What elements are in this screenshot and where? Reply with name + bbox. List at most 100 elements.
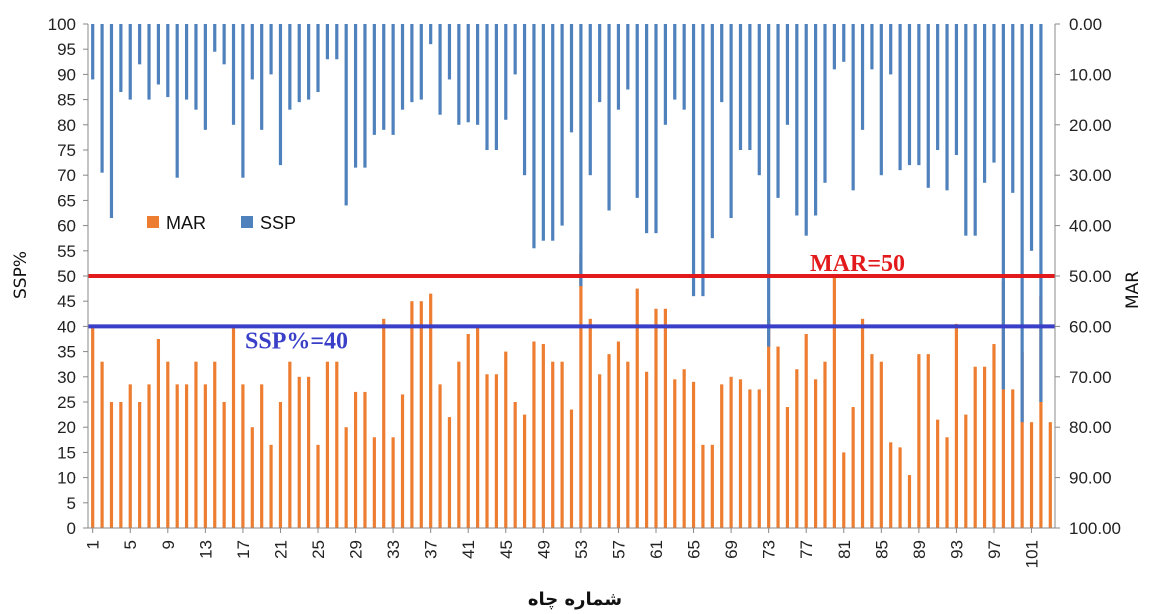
ssp-bar (1039, 24, 1043, 402)
ssp-bar (231, 24, 236, 125)
y-left-tick-label: 0 (67, 519, 76, 538)
ssp-bar (400, 24, 405, 110)
mar-bar (607, 354, 611, 528)
mar-bar (363, 391, 367, 528)
mar-bar (767, 318, 771, 528)
ssp-bar (645, 24, 649, 234)
mar-bar (982, 366, 987, 528)
mar-bar (616, 341, 621, 528)
ssp-bar (1020, 24, 1024, 423)
mar-bar (945, 437, 949, 528)
y-right-tick-label: 40.00 (1069, 217, 1112, 236)
ssp-bar (860, 24, 865, 130)
mar-bar (757, 389, 761, 528)
y-left-tick-label: 70 (57, 166, 76, 185)
mar-bar (673, 379, 677, 528)
x-tick-label: 17 (234, 540, 253, 559)
ssp-bar (1029, 24, 1034, 251)
ssp-bar (297, 24, 301, 103)
mar-bar (382, 318, 386, 528)
ssp-bar (982, 24, 987, 183)
x-tick-label: 85 (872, 540, 891, 559)
y-right-tick-label: 10.00 (1069, 65, 1112, 84)
reference-lines: MAR=50 SSP%=40 (88, 251, 1055, 354)
mar-bar (748, 389, 752, 528)
x-tick-label: 9 (159, 540, 178, 549)
mar-bar (419, 301, 423, 528)
ssp-bar (513, 24, 517, 75)
ssp-bar (325, 24, 330, 60)
mar-bar (1020, 351, 1024, 528)
ssp-bar (851, 24, 855, 191)
mar-bar (476, 326, 480, 528)
ssp-bar (936, 24, 940, 150)
y-right-tick-label: 60.00 (1069, 317, 1112, 336)
mar-bar (889, 442, 893, 528)
ssp-bar (429, 24, 433, 45)
ssp-bar (363, 24, 367, 168)
legend-label-mar: MAR (166, 213, 206, 233)
ssp-bar (241, 24, 245, 178)
ssp-bar (494, 24, 498, 150)
ssp-bar (551, 24, 555, 241)
y-left-tick-label: 100 (48, 15, 76, 34)
mar-bar (626, 361, 630, 528)
mar-bar (91, 326, 95, 528)
mar-bar (738, 379, 743, 528)
mar-bar (964, 414, 968, 528)
ssp-bar (626, 24, 630, 90)
mar-bar (907, 475, 912, 528)
ssp-bar (560, 24, 564, 226)
mar-bar (353, 391, 358, 528)
ssp-bar (128, 24, 132, 100)
mar-bar (269, 444, 273, 528)
y-left-tick-label: 95 (57, 40, 76, 59)
legend[interactable]: MAR SSP (147, 213, 296, 233)
ssp-bar (410, 24, 414, 103)
y-right-tick-label: 50.00 (1069, 267, 1112, 286)
mar-bar (147, 384, 151, 528)
ssp-bar (138, 24, 142, 65)
ssp-bar (691, 24, 696, 297)
ssp-bar (344, 24, 348, 206)
ssp-bar (964, 24, 968, 236)
ssp-bar (222, 24, 226, 65)
y-left-tick-label: 50 (57, 267, 76, 286)
mar-bar (213, 361, 217, 528)
mar-bar (691, 381, 696, 528)
ssp-bar (973, 24, 977, 236)
mar-bar (551, 361, 555, 528)
mar-bar (682, 369, 686, 528)
ssp-bar (522, 24, 527, 176)
mar-bar (429, 293, 433, 528)
ssp-bar (738, 24, 743, 150)
legend-label-ssp: SSP (260, 213, 296, 233)
ssp-bar (147, 24, 151, 100)
y-right-tick-label: 90.00 (1069, 469, 1112, 488)
ssp-bar (382, 24, 386, 130)
ssp-bar (673, 24, 677, 100)
mar-bar (372, 437, 376, 528)
ssp-bar (541, 24, 545, 241)
mar-bar (278, 402, 283, 528)
ssp-bar (907, 24, 912, 166)
y-left-axis-title: SSP% (11, 251, 31, 299)
ssp-bar (992, 24, 996, 163)
y-left-tick-label: 10 (57, 469, 76, 488)
x-tick-label: 65 (685, 540, 704, 559)
y-left-tick-label: 55 (57, 242, 76, 261)
mar-bar (588, 318, 592, 528)
y-right-axis-title: MAR (1123, 271, 1143, 309)
ssp-bar (954, 24, 959, 156)
y-left-tick-label: 5 (67, 494, 76, 513)
y-right-tick-label: 20.00 (1069, 116, 1112, 135)
mar-bar (222, 402, 226, 528)
y-left-tick-label: 80 (57, 116, 76, 135)
ssp-bar (663, 24, 667, 125)
ssp-bar (466, 24, 470, 123)
ssp-bar (813, 24, 818, 216)
legend-swatch-ssp (241, 216, 253, 228)
y-left-tick-label: 85 (57, 91, 76, 110)
mar-bar (663, 308, 667, 528)
mar-bar (851, 407, 855, 528)
